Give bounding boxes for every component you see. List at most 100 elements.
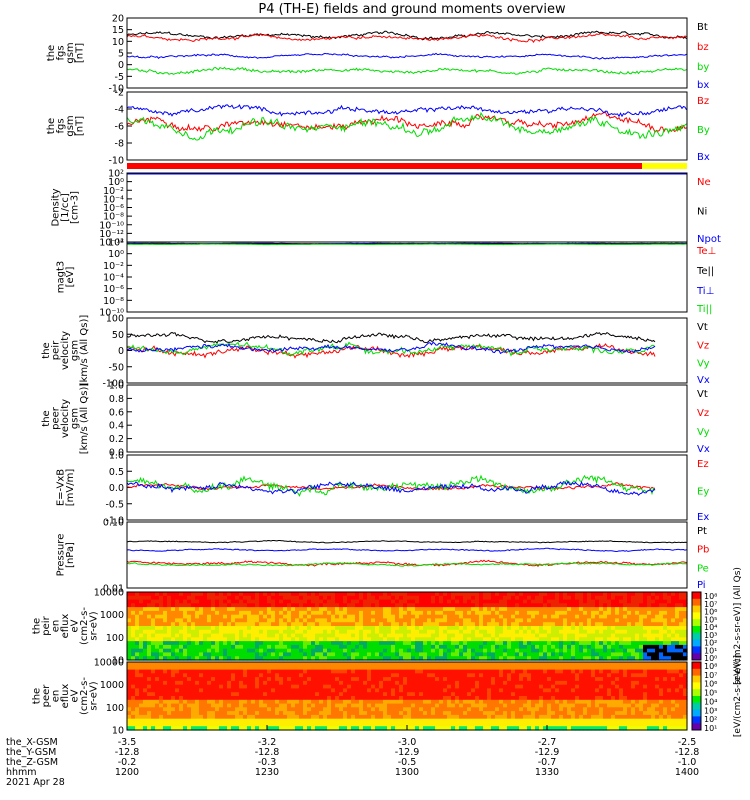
series-line-Pb <box>126 559 687 568</box>
xtick-label: 1400 <box>675 767 699 778</box>
legend-by: by <box>697 62 709 73</box>
colorbar-frame <box>691 661 702 731</box>
ytick-label: -100 <box>102 379 124 390</box>
ytick-label: 100 <box>106 633 124 644</box>
colorbar-swatch <box>692 653 701 661</box>
xaxis-row-label: the_X-GSM <box>6 737 58 748</box>
colorbar-tick: 10³ <box>704 631 717 640</box>
ylabel-line: gsm <box>70 340 81 361</box>
legend-By: By <box>697 125 710 136</box>
colorbar-tick: 10⁵ <box>704 689 717 698</box>
ylabel-line: gsm <box>65 115 76 136</box>
colorbar-tick: 10⁸ <box>704 592 717 601</box>
ylabel-line: sr-eV) <box>89 681 100 710</box>
ytick-label: -1.0 <box>105 516 124 527</box>
series-line-Vt <box>126 331 656 344</box>
ytick-label: 1.0 <box>109 381 124 392</box>
ylabel-line: en <box>51 620 62 633</box>
ytick-label: 10000 <box>94 658 124 669</box>
ytick-label: 10 <box>112 37 124 48</box>
colorbar-swatch <box>692 675 701 683</box>
xtick-label: 1230 <box>255 767 279 778</box>
quality-flag-bar-red <box>127 163 642 169</box>
ytick-label: 10⁻⁶ <box>103 284 124 295</box>
ytick-label: 0.8 <box>109 394 124 405</box>
ytick-label: 0.5 <box>109 467 124 478</box>
colorbar-tick: 10⁴ <box>704 623 717 632</box>
ylabel-line: E=-VxB <box>55 469 66 506</box>
ytick-label: 0.0 <box>109 483 124 494</box>
ylabel-line: the <box>32 688 43 704</box>
colorbar-label: [eV/(cm2-s-sr-eV)] <box>733 655 743 737</box>
colorbar-tick: 10³ <box>704 706 717 715</box>
xtick-label: 1330 <box>535 767 559 778</box>
ytick-label: 10 <box>112 726 124 737</box>
ytick-label: -10 <box>108 84 124 95</box>
legend-Vx: Vx <box>697 444 710 455</box>
legend-Ey: Ey <box>697 487 709 498</box>
ylabel-line: eV <box>70 689 81 702</box>
colorbar-label: [eV/(cm2-s-sr-eV)] (All Qs) <box>733 567 743 685</box>
ytick-label: 0.6 <box>109 407 124 418</box>
colorbar-swatch <box>692 598 701 607</box>
colorbar-tick: 10⁴ <box>704 697 717 706</box>
colorbar-tick: 10⁷ <box>704 600 717 609</box>
ytick-label: 0 <box>118 346 124 357</box>
colorbar-tick: 10² <box>704 639 717 648</box>
series-line-Vz <box>126 343 656 359</box>
ylabel-line: (cm2-s- <box>79 677 90 715</box>
ytick-label: 50 <box>112 330 124 341</box>
legend-Pt: Pt <box>697 526 707 537</box>
ylabel-line: [cm-3] <box>70 191 81 224</box>
ylabel-line: the <box>41 410 52 426</box>
ytick-label: -6 <box>115 122 124 133</box>
ytick-label: 0.2 <box>109 434 124 445</box>
ylabel-line: [nT] <box>74 116 85 136</box>
series-line-Ti|| <box>126 243 687 246</box>
legend-Bx: Bx <box>697 152 710 163</box>
ylabel-line: peer <box>51 406 62 430</box>
panel-frame <box>126 91 688 161</box>
ytick-label: 10² <box>108 238 124 249</box>
colorbar-tick: 10⁷ <box>704 671 717 680</box>
legend-Vt: Vt <box>697 322 708 333</box>
colorbar-tick: 10⁶ <box>704 608 717 617</box>
legend-Vx: Vx <box>697 375 710 386</box>
colorbar-swatch <box>692 702 701 711</box>
ylabel-line: peir <box>51 340 62 360</box>
ytick-label: 10⁻⁴ <box>103 194 124 205</box>
series-line-Pi <box>126 547 687 553</box>
series-line-Bx <box>126 104 687 118</box>
ytick-label: 10⁰ <box>108 177 124 188</box>
colorbar-swatch <box>692 689 701 697</box>
ylabel-line: [1/cc] <box>60 193 71 222</box>
ylabel-line: (cm2-s- <box>79 607 90 645</box>
ytick-label: 10⁻¹⁰ <box>99 220 124 231</box>
spectrogram <box>127 662 688 731</box>
xaxis-row-label: the_Y-GSM <box>6 747 56 758</box>
xtick-label: -2.5 <box>678 737 697 748</box>
panel-frame <box>126 17 688 89</box>
ytick-label: 10 <box>112 656 124 667</box>
ytick-label: 1000 <box>100 610 124 621</box>
ytick-label: -10 <box>108 156 124 167</box>
ytick-label: 0.01 <box>103 584 124 595</box>
ylabel-line: fgs <box>55 45 66 60</box>
ytick-label: -0.5 <box>105 499 124 510</box>
series-line-Bt <box>126 30 687 41</box>
legend-Vy: Vy <box>697 359 710 370</box>
ytick-label: 0 <box>118 60 124 71</box>
ylabel-line: velocity <box>60 331 71 370</box>
colorbar-tick: 10⁸ <box>704 662 717 671</box>
panel-frame <box>126 454 688 521</box>
ytick-label: 10⁻¹⁰ <box>99 308 124 319</box>
ytick-label: 10⁻⁴ <box>103 273 124 284</box>
legend-Ni: Ni <box>697 207 707 218</box>
xtick-label: -0.7 <box>538 757 557 768</box>
legend-Ti⊥: Ti⊥ <box>696 286 714 297</box>
series-line-Vx <box>126 341 656 355</box>
colorbar-swatch <box>692 605 701 613</box>
